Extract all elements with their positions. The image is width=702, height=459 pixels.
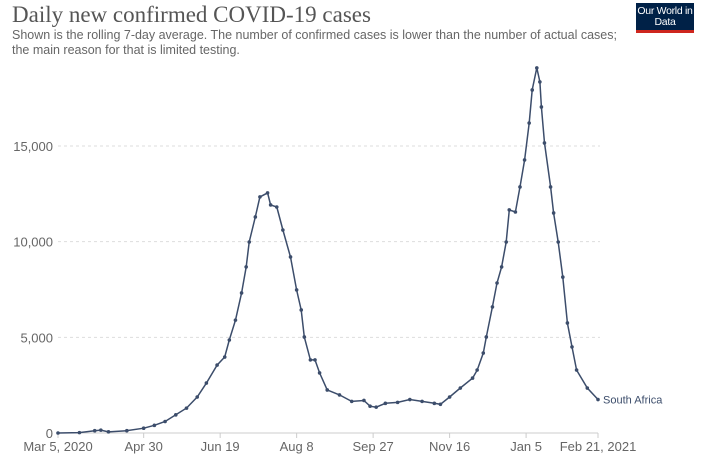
data-point: [374, 405, 378, 409]
y-tick-label: 15,000: [13, 139, 53, 154]
data-point: [233, 318, 238, 322]
data-point: [288, 255, 293, 259]
data-point: [349, 399, 354, 404]
grid-lines: [58, 145, 600, 434]
data-point: [244, 265, 248, 269]
data-point: [574, 368, 579, 372]
data-point: [253, 215, 258, 219]
data-point: [548, 185, 553, 189]
x-tick-label: Nov 16: [429, 439, 470, 454]
data-point: [239, 291, 244, 295]
data-point: [222, 355, 227, 359]
data-point: [362, 398, 366, 403]
data-point: [265, 191, 270, 195]
data-point: [499, 265, 504, 269]
data-point: [507, 208, 512, 212]
data-point: [299, 308, 304, 312]
data-point: [490, 305, 495, 309]
data-point: [539, 105, 544, 109]
data-point: [518, 185, 522, 189]
data-point: [173, 413, 178, 417]
data-point: [513, 210, 518, 214]
data-point: [527, 121, 531, 125]
data-point: [106, 430, 111, 434]
data-point: [504, 240, 509, 244]
data-point: [447, 395, 452, 399]
y-tick-label: 5,000: [20, 330, 53, 345]
data-point: [77, 430, 82, 435]
data-point: [475, 368, 479, 372]
data-point: [458, 386, 463, 390]
data-point: [438, 402, 443, 407]
data-point: [56, 431, 60, 435]
data-point: [481, 351, 486, 355]
x-tick-label: Apr 30: [125, 439, 163, 454]
data-point: [195, 395, 200, 399]
data-point: [274, 205, 279, 209]
data-point: [152, 423, 157, 428]
data-point: [141, 426, 146, 431]
x-tick-label: Feb 21, 2021: [560, 439, 637, 454]
data-point: [565, 321, 570, 325]
data-point: [432, 401, 437, 406]
data-point: [570, 345, 574, 349]
data-point: [215, 363, 219, 367]
data-point: [294, 288, 299, 292]
data-point: [542, 141, 547, 145]
data-point: [530, 88, 535, 92]
data-point: [258, 195, 262, 199]
data-point: [495, 281, 499, 285]
data-point: [470, 376, 475, 380]
chart-subtitle: Shown is the rolling 7-day average. The …: [12, 28, 617, 57]
data-point: [125, 428, 129, 433]
data-point: [556, 240, 561, 244]
data-point: [368, 404, 372, 409]
data-point: [268, 203, 273, 207]
data-point: [313, 358, 317, 362]
x-tick-label: Jan 5: [510, 439, 542, 454]
series-line: [57, 67, 599, 434]
data-point: [538, 80, 542, 84]
series-label: South Africa: [603, 395, 663, 407]
data-point: [395, 400, 400, 405]
data-point: [92, 428, 97, 433]
data-point: [247, 240, 252, 244]
data-point: [408, 397, 412, 402]
y-tick-label: 10,000: [13, 235, 53, 250]
data-point: [420, 399, 424, 404]
data-point: [484, 335, 489, 339]
data-point: [317, 371, 322, 375]
x-tick-label: Sep 27: [353, 439, 394, 454]
data-point: [204, 381, 209, 385]
data-point: [561, 275, 565, 279]
data-point: [383, 401, 388, 406]
x-tick-label: Mar 5, 2020: [23, 439, 92, 454]
data-point: [522, 158, 527, 162]
data-point: [184, 406, 189, 410]
data-point: [99, 428, 103, 432]
data-point: [227, 338, 232, 342]
data-point: [535, 66, 539, 70]
data-point: [337, 393, 342, 397]
data-point: [308, 358, 313, 362]
data-point: [163, 419, 167, 424]
data-point: [551, 211, 556, 215]
owid-logo[interactable]: Our World in Data: [636, 3, 694, 33]
x-axis: Mar 5, 2020 Apr 30 Jun 19 Aug 8 Sep 27 Nov 16…: [23, 433, 636, 454]
x-tick-label: Jun 19: [201, 439, 240, 454]
series-layer: South Africa: [56, 66, 663, 435]
data-point: [325, 388, 330, 392]
chart-title: Daily new confirmed COVID-19 cases: [12, 2, 371, 27]
data-point: [585, 386, 590, 390]
y-tick-label: 0: [46, 426, 53, 441]
data-point: [596, 397, 600, 402]
x-tick-label: Aug 8: [280, 439, 314, 454]
data-point: [281, 228, 285, 232]
y-axis: 0 5,000 10,000 15,000: [13, 139, 53, 441]
data-point: [302, 335, 307, 339]
